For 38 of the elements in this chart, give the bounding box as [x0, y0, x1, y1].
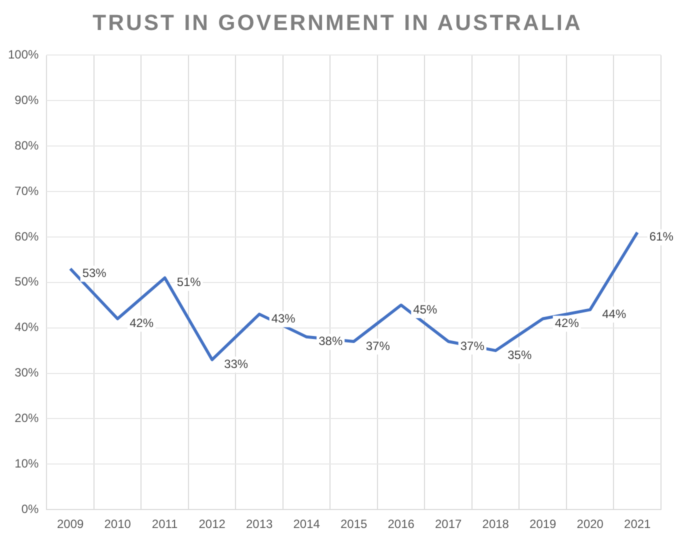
- y-tick-label: 10%: [14, 456, 40, 470]
- text: 45%: [413, 302, 438, 316]
- text: 43%: [271, 312, 296, 326]
- y-tick-label: 100%: [8, 48, 40, 62]
- text: 37%: [366, 338, 390, 353]
- text: 33%: [224, 356, 248, 371]
- x-tick-label: 2018: [482, 517, 510, 532]
- y-tick-label: 20%: [14, 411, 40, 426]
- x-tick-label: 2017: [435, 517, 462, 532]
- text: 44%: [602, 306, 626, 321]
- text: 42%: [130, 316, 154, 330]
- text: 42%: [554, 316, 579, 330]
- x-tick-label: 2009: [56, 517, 84, 532]
- y-tick-label: 0%: [21, 502, 40, 516]
- y-tick-label: 50%: [14, 274, 40, 289]
- x-tick-label: 2013: [246, 517, 274, 532]
- x-tick-label: 2011: [152, 517, 178, 532]
- x-tick-label: 2019: [530, 517, 557, 532]
- text: 53%: [82, 266, 106, 280]
- x-tick-label: 2020: [576, 517, 604, 532]
- y-tick-label: 80%: [14, 138, 40, 152]
- text: 38%: [318, 334, 343, 348]
- text: 61%: [649, 230, 674, 244]
- y-tick-label: 40%: [14, 320, 40, 334]
- x-tick-label: 2014: [293, 517, 320, 532]
- y-tick-label: 30%: [14, 366, 40, 380]
- y-tick-label: 60%: [14, 229, 40, 244]
- x-tick-label: 2016: [388, 517, 415, 532]
- text: 51%: [176, 275, 201, 290]
- y-tick-label: 90%: [14, 92, 40, 107]
- chart-title: TRUST IN GOVERNMENT IN AUSTRALIA: [92, 10, 584, 37]
- text: 37%: [460, 338, 484, 353]
- x-tick-label: 2015: [340, 517, 368, 532]
- x-tick-label: 2021: [624, 517, 652, 532]
- text: 35%: [508, 348, 532, 362]
- x-tick-label: 2012: [198, 517, 226, 532]
- y-tick-label: 70%: [14, 184, 40, 198]
- x-tick-label: 2010: [104, 517, 132, 532]
